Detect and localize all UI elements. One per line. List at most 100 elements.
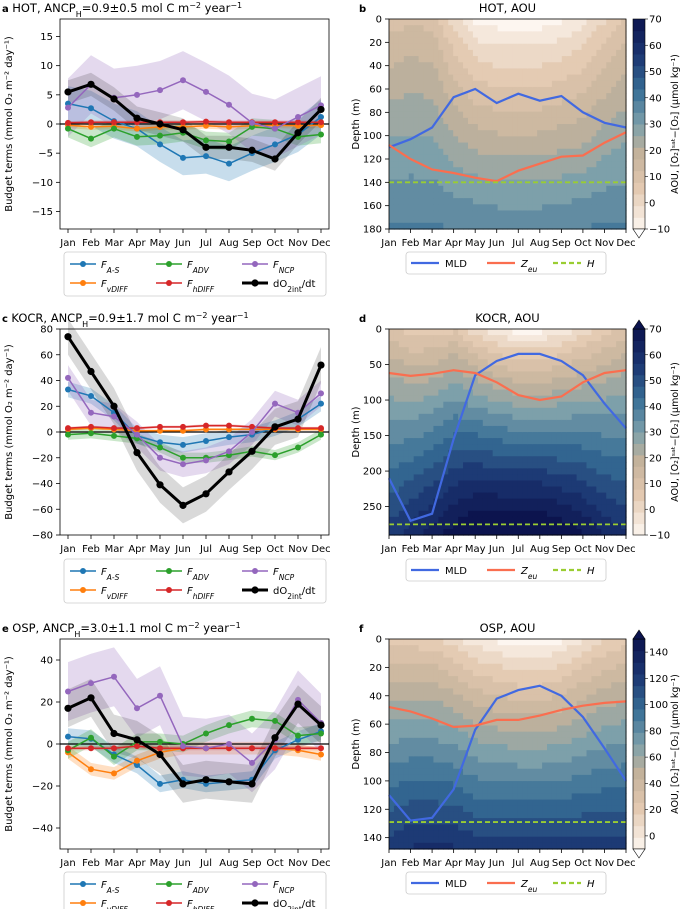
x-tick-label: Sep — [552, 858, 571, 869]
colorbar-tick: 30 — [649, 428, 662, 439]
legend: MLD Zeu H — [405, 558, 607, 582]
point-F_NCP-Jun — [180, 77, 186, 84]
y-tick-label: 0 — [47, 120, 53, 131]
y-axis-label: Depth (m) — [351, 98, 362, 149]
y-tick-label: 5 — [47, 90, 53, 101]
x-tick-label: Jan — [380, 544, 396, 555]
point-F_AS-Feb — [88, 105, 94, 112]
y-axis-label: Budget terms (mmol O₂ m⁻² day⁻¹) — [4, 656, 15, 832]
legend-label-F_AS: FA-S — [101, 260, 120, 275]
y-tick-label: 60 — [40, 350, 53, 361]
x-tick-label: Aug — [219, 858, 239, 869]
point-F_AS-Nov — [295, 736, 301, 743]
y-tick-label: 15 — [40, 32, 53, 43]
y-tick-label: 250 — [363, 502, 382, 513]
line-F_ADV — [67, 718, 322, 758]
point-F_hDIFF-Oct — [272, 119, 278, 126]
x-tick-label: Jul — [511, 544, 524, 555]
point-F_NCP-Nov — [295, 114, 301, 120]
y-tick-label: 40 — [40, 656, 53, 667]
colorbar-tick: 0 — [649, 505, 655, 516]
legend-label-MLD: MLD — [445, 259, 467, 270]
point-dO2-Dec — [317, 105, 325, 114]
legend: FA-S FADV FNCP FvDIFF FhDIFF dO2int/dt — [63, 251, 327, 297]
point-F_ADV-Jul — [203, 730, 209, 737]
point-F_NCP-Jan — [65, 688, 71, 695]
point-F_hDIFF-Jul — [203, 422, 209, 429]
y-tick-label: 100 — [363, 131, 382, 142]
x-tick-label: Feb — [82, 238, 100, 249]
x-tick-label: Apr — [128, 858, 146, 869]
point-F_hDIFF-Jan — [65, 425, 71, 432]
x-tick-label: Mar — [105, 544, 125, 555]
point-F_ADV-Oct — [272, 452, 278, 459]
point-F_hDIFF-Nov — [295, 119, 301, 126]
point-F_NCP-Jan — [65, 104, 71, 111]
point-F_NCP-Apr — [134, 431, 140, 438]
point-F_ADV-Jun — [180, 454, 186, 461]
x-tick-label: Aug — [530, 858, 550, 869]
x-tick-label: Mar — [105, 858, 125, 869]
point-F_vDIFF-Apr — [134, 757, 140, 764]
point-F_AS-Jul — [203, 153, 209, 160]
point-F_NCP-Oct — [272, 400, 278, 407]
point-F_AS-Dec — [318, 114, 324, 120]
plot-frame — [388, 638, 627, 850]
point-F_ADV-Nov — [295, 732, 301, 739]
x-tick-label: Feb — [82, 544, 100, 555]
y-tick-label: 10 — [40, 61, 53, 72]
point-F_ADV-Dec — [318, 431, 324, 438]
y-tick-label: 140 — [363, 178, 382, 189]
panel-letter: b — [359, 4, 366, 15]
point-dO2-Aug — [225, 778, 233, 786]
band-F_ADV — [68, 710, 321, 765]
point-dO2-Jun — [179, 501, 187, 509]
point-F_hDIFF-Nov — [295, 425, 301, 432]
point-F_hDIFF-Sep — [249, 423, 255, 430]
x-tick-label: Dec — [311, 858, 330, 869]
x-tick-label: Dec — [311, 544, 330, 555]
point-F_AS-Jan — [65, 733, 71, 740]
colorbar-label: AOU, [O₂]ˢᵃᵗ−[O₂] (μmol kg⁻¹) — [670, 674, 681, 814]
point-dO2-Jul — [202, 490, 210, 498]
point-F_hDIFF-Jul — [203, 118, 209, 125]
point-F_hDIFF-Apr — [134, 425, 140, 432]
point-F_ADV-Aug — [226, 722, 232, 729]
y-tick-label: −20 — [32, 453, 53, 464]
x-tick-label: Jun — [174, 544, 191, 555]
legend-label-F_hDIFF: FhDIFF — [187, 899, 215, 909]
point-F_NCP-Jul — [203, 88, 209, 95]
point-F_NCP-Jun — [180, 743, 186, 750]
y-tick-label: 60 — [369, 85, 382, 96]
x-tick-label: Jan — [59, 858, 75, 869]
x-tick-label: Jul — [199, 858, 212, 869]
band-F_AS — [68, 381, 321, 453]
colorbar-tick: 20 — [649, 146, 662, 157]
line-Zeu — [388, 700, 627, 729]
x-tick-label: Jun — [488, 858, 505, 869]
legend-label-F_AS: FA-S — [101, 567, 120, 582]
y-tick-label: 20 — [40, 402, 53, 413]
band-F_ADV — [68, 428, 321, 463]
point-dO2-Oct — [271, 423, 279, 431]
y-axis-label: Budget terms (mmol O₂ m⁻² day⁻¹) — [4, 344, 15, 520]
colorbar: −10 0 10 20 30 40 50 60 70 AOU, [O₂]ˢᵃᵗ−[O₂] (μmo… — [632, 15, 681, 239]
y-axis-label: Budget terms (mmol O₂ m⁻² day⁻¹) — [4, 36, 15, 212]
legend-label-dO2: dO2int/dt — [273, 899, 315, 909]
point-F_ADV-Nov — [295, 444, 301, 451]
line-F_ADV — [67, 432, 322, 459]
point-dO2-Sep — [248, 447, 256, 455]
point-F_NCP-Aug — [226, 448, 232, 455]
point-F_ADV-Sep — [249, 715, 255, 722]
point-dO2-Sep — [248, 146, 256, 154]
point-F_AS-Aug — [226, 434, 232, 441]
line-MLD — [388, 87, 627, 149]
x-tick-label: Jul — [199, 544, 212, 555]
point-F_AS-May — [157, 141, 163, 148]
line-F_hDIFF — [68, 745, 321, 749]
point-F_ADV-Mar — [111, 125, 117, 132]
point-F_NCP-Feb — [88, 409, 94, 416]
colorbar-tick: 120 — [649, 674, 668, 685]
y-tick-label: 20 — [369, 38, 382, 49]
colorbar-tick: 140 — [649, 648, 668, 659]
